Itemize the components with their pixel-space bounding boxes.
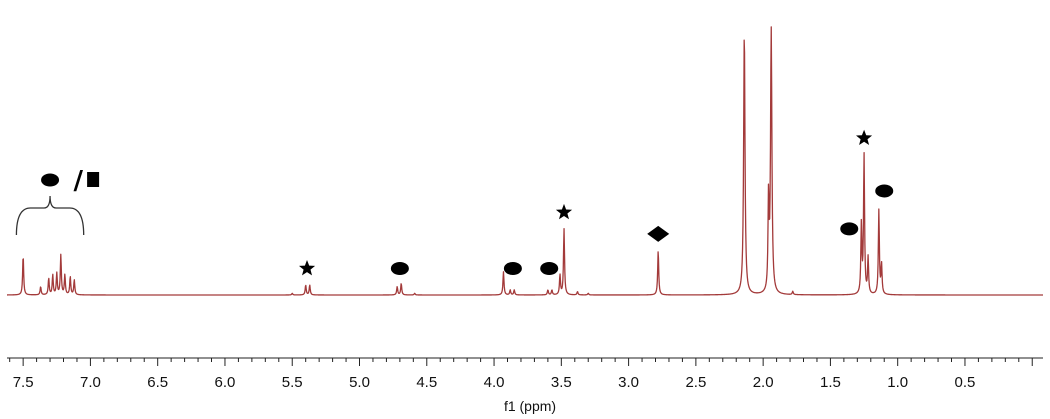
x-tick-label: 2.0 bbox=[753, 374, 774, 391]
oval-marker bbox=[540, 262, 559, 275]
x-tick-label: 6.5 bbox=[147, 374, 168, 391]
x-tick-label: 4.5 bbox=[416, 374, 437, 391]
oval-marker bbox=[503, 262, 522, 275]
bracket-annotation bbox=[15, 195, 85, 236]
x-axis: 7.5 7.0 6.5 6.0 5.5 5.0 4.5 4.0 3.5 3.0 2.5 2.0 1.5 1… bbox=[7, 357, 1043, 391]
x-tick-label: 2.5 bbox=[685, 374, 706, 391]
oval-marker bbox=[41, 173, 60, 187]
square-marker bbox=[87, 172, 100, 187]
x-tick-label: 6.0 bbox=[215, 374, 236, 391]
slash-separator: / bbox=[74, 166, 84, 196]
x-tick-label: 1.5 bbox=[820, 374, 841, 391]
x-tick-label: 7.5 bbox=[13, 374, 34, 391]
oval-marker bbox=[840, 222, 859, 236]
x-tick-label: 7.0 bbox=[80, 374, 101, 391]
oval-marker bbox=[390, 262, 409, 275]
spectrum-trace bbox=[6, 26, 1044, 296]
oval-marker bbox=[875, 184, 894, 198]
star-marker bbox=[299, 260, 316, 276]
x-axis-title: f1 (ppm) bbox=[504, 398, 556, 414]
peak-assignment-layer: / bbox=[15, 129, 894, 276]
diamond-marker bbox=[647, 225, 670, 242]
star-marker bbox=[856, 129, 873, 145]
x-tick-label: 4.0 bbox=[484, 374, 505, 391]
x-tick-label: 5.5 bbox=[282, 374, 303, 391]
spectrum-layer bbox=[6, 26, 1044, 296]
x-tick-label: 5.0 bbox=[349, 374, 370, 391]
star-marker bbox=[555, 203, 573, 220]
x-tick-label: 3.0 bbox=[618, 374, 639, 391]
x-tick-label: 0.5 bbox=[955, 374, 976, 391]
x-tick-label: 1.0 bbox=[887, 374, 908, 391]
x-tick-label: 3.5 bbox=[551, 374, 572, 391]
